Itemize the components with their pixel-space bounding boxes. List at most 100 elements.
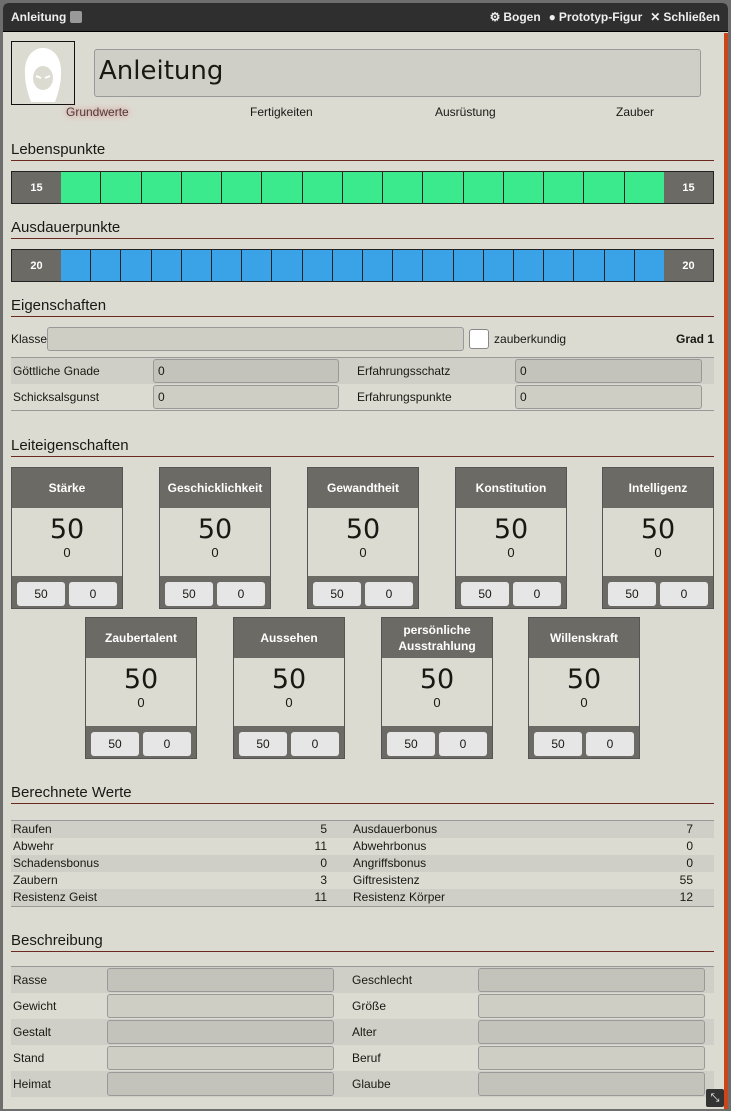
stat-base-input[interactable]: 50 xyxy=(17,582,65,606)
tab-fertigkeiten[interactable]: Fertigkeiten xyxy=(250,105,313,119)
klasse-input[interactable] xyxy=(47,327,465,351)
avatar[interactable] xyxy=(11,41,75,105)
field-input[interactable]: 0 xyxy=(515,385,702,409)
ausdauerpunkte-segment[interactable] xyxy=(181,250,212,281)
field-input[interactable] xyxy=(478,994,705,1018)
lebenspunkte-segment[interactable] xyxy=(222,172,262,203)
ausdauerpunkte-current[interactable]: 20 xyxy=(12,250,61,281)
value-number: 5 xyxy=(320,822,327,836)
stat-bonus-input[interactable]: 0 xyxy=(291,732,339,756)
ausdauerpunkte-segment[interactable] xyxy=(634,250,665,281)
ausdauerpunkte-segment[interactable] xyxy=(151,250,181,281)
ausdauerpunkte-segment[interactable] xyxy=(212,250,242,281)
lebenspunkte-segment[interactable] xyxy=(544,172,584,203)
stat-name: Intelligenz xyxy=(628,481,688,495)
resize-handle-icon[interactable]: ⤡ xyxy=(706,1089,724,1107)
window-header[interactable]: Anleitung ⚙ Bogen ● Prototyp-Figur ✕ Schlie… xyxy=(3,3,728,32)
ausdauerpunkte-segment[interactable] xyxy=(91,250,121,281)
scrollbar[interactable] xyxy=(724,33,728,1109)
ausdauerpunkte-segment[interactable] xyxy=(302,250,332,281)
stat-body: 50 0 xyxy=(456,508,566,576)
lebenspunkte-max[interactable]: 15 xyxy=(664,172,713,203)
stat-bonus-input[interactable]: 0 xyxy=(143,732,191,756)
ausdauerpunkte-segment[interactable] xyxy=(544,250,574,281)
stat-modifier: 0 xyxy=(580,695,588,710)
sheet-config-button[interactable]: ⚙ Bogen xyxy=(490,10,541,24)
lebenspunkte-segment[interactable] xyxy=(584,172,624,203)
ausdauerpunkte-segment[interactable] xyxy=(61,250,91,281)
lebenspunkte-segment[interactable] xyxy=(101,172,141,203)
berechnete-row: Zaubern 3 Giftresistenz 55 xyxy=(11,872,714,889)
lebenspunkte-segment[interactable] xyxy=(624,172,664,203)
stat-base-input[interactable]: 50 xyxy=(534,732,582,756)
ausdauerpunkte-segment[interactable] xyxy=(574,250,604,281)
stat-bonus-input[interactable]: 0 xyxy=(217,582,265,606)
field-input[interactable] xyxy=(107,994,334,1018)
lebenspunkte-segment[interactable] xyxy=(423,172,463,203)
stat-base-input[interactable]: 50 xyxy=(608,582,656,606)
stat-base-input[interactable]: 50 xyxy=(313,582,361,606)
stat-bonus-input[interactable]: 0 xyxy=(439,732,487,756)
close-button[interactable]: ✕ Schließen xyxy=(650,10,720,24)
stat-body: 50 0 xyxy=(234,658,344,726)
prototype-token-button[interactable]: ● Prototyp-Figur xyxy=(549,10,643,24)
ausdauerpunkte-segment[interactable] xyxy=(363,250,393,281)
ausdauerpunkte-segment[interactable] xyxy=(121,250,151,281)
stat-value: 50 xyxy=(271,664,307,695)
value-number: 55 xyxy=(679,873,693,887)
ausdauerpunkte-segment[interactable] xyxy=(423,250,453,281)
ausdauerpunkte-segment[interactable] xyxy=(332,250,363,281)
field-input[interactable] xyxy=(478,1046,705,1070)
field-input[interactable] xyxy=(107,968,334,992)
stat-base-input[interactable]: 50 xyxy=(165,582,213,606)
stat-bonus-input[interactable]: 0 xyxy=(513,582,561,606)
field-input[interactable] xyxy=(107,1020,334,1044)
ausdauerpunkte-max[interactable]: 20 xyxy=(664,250,713,281)
field-input[interactable] xyxy=(478,1020,705,1044)
field-input[interactable] xyxy=(478,968,705,992)
lebenspunkte-current[interactable]: 15 xyxy=(12,172,61,203)
tab-grundwerte[interactable]: Grundwerte xyxy=(66,105,129,119)
stat-base-input[interactable]: 50 xyxy=(461,582,509,606)
stat-body: 50 0 xyxy=(160,508,270,576)
lebenspunkte-segment[interactable] xyxy=(503,172,544,203)
stat-name: Zaubertalent xyxy=(104,631,177,645)
tab-ausruestung[interactable]: Ausrüstung xyxy=(435,105,496,119)
lebenspunkte-segment[interactable] xyxy=(141,172,181,203)
stat-base-input[interactable]: 50 xyxy=(387,732,435,756)
stat-bonus-input[interactable]: 0 xyxy=(365,582,413,606)
stat-bonus-input[interactable]: 0 xyxy=(586,732,634,756)
field-input[interactable] xyxy=(107,1072,334,1096)
field-input[interactable] xyxy=(107,1046,334,1070)
tab-zauber[interactable]: Zauber xyxy=(616,105,655,119)
character-name-input[interactable]: Anleitung xyxy=(94,49,701,97)
lebenspunkte-segment[interactable] xyxy=(181,172,222,203)
field-input[interactable] xyxy=(478,1072,705,1096)
lebenspunkte-segment[interactable] xyxy=(302,172,342,203)
id-badge-icon[interactable] xyxy=(70,11,83,23)
stat-box-1: Geschicklichkeit 50 0 50 0 xyxy=(159,467,271,609)
ausdauerpunkte-segment[interactable] xyxy=(514,250,544,281)
ausdauerpunkte-segment[interactable] xyxy=(453,250,483,281)
field-input[interactable]: 0 xyxy=(153,385,339,409)
field-input[interactable]: 0 xyxy=(153,359,339,383)
zauberkundig-checkbox[interactable] xyxy=(469,329,490,349)
stat-base-input[interactable]: 50 xyxy=(239,732,287,756)
ausdauerpunkte-segment[interactable] xyxy=(272,250,302,281)
ausdauerpunkte-segment[interactable] xyxy=(242,250,272,281)
stat-inputs: 50 0 xyxy=(382,726,492,762)
stat-bonus-input[interactable]: 0 xyxy=(69,582,117,606)
stat-modifier: 0 xyxy=(137,695,145,710)
field-input[interactable]: 0 xyxy=(515,359,702,383)
ausdauerpunkte-segment[interactable] xyxy=(604,250,634,281)
lebenspunkte-segment[interactable] xyxy=(463,172,503,203)
lebenspunkte-segment[interactable] xyxy=(61,172,101,203)
ausdauerpunkte-segment[interactable] xyxy=(393,250,423,281)
lebenspunkte-segment[interactable] xyxy=(383,172,423,203)
ausdauerpunkte-segment[interactable] xyxy=(483,250,514,281)
stat-base-input[interactable]: 50 xyxy=(91,732,139,756)
lebenspunkte-segment[interactable] xyxy=(262,172,302,203)
stat-modifier: 0 xyxy=(285,695,293,710)
lebenspunkte-segment[interactable] xyxy=(342,172,383,203)
stat-bonus-input[interactable]: 0 xyxy=(660,582,708,606)
